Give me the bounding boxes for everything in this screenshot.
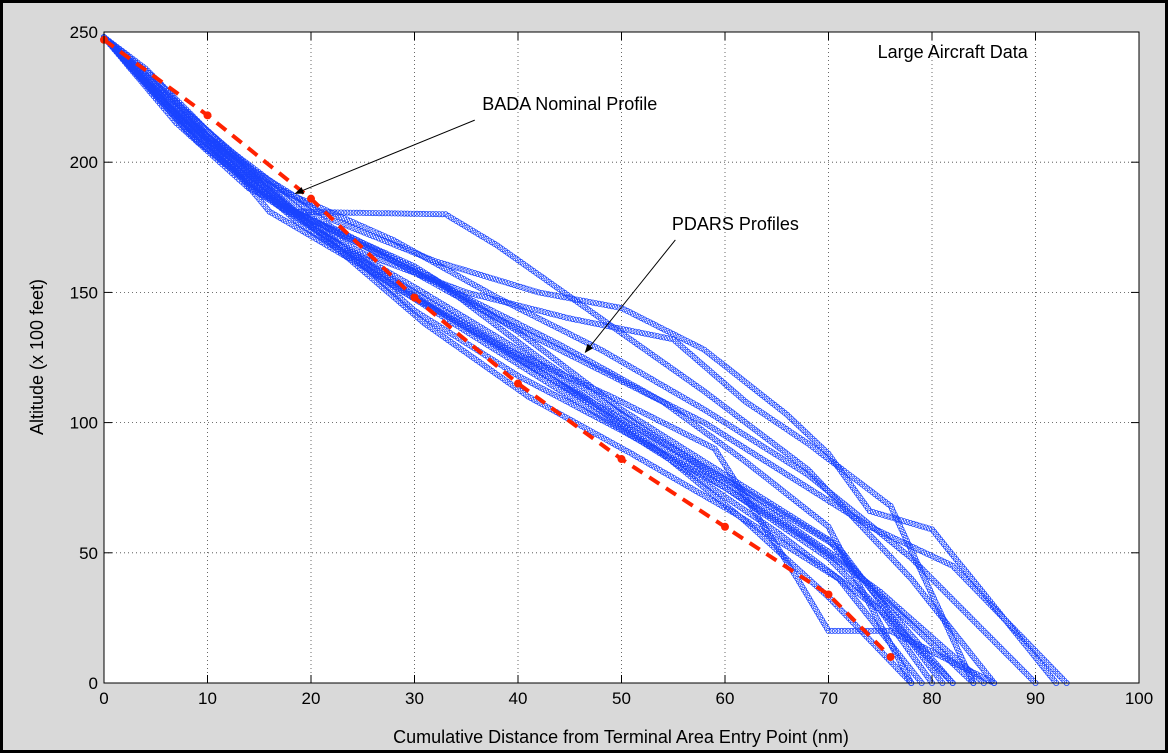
plot-area [104,32,1139,683]
